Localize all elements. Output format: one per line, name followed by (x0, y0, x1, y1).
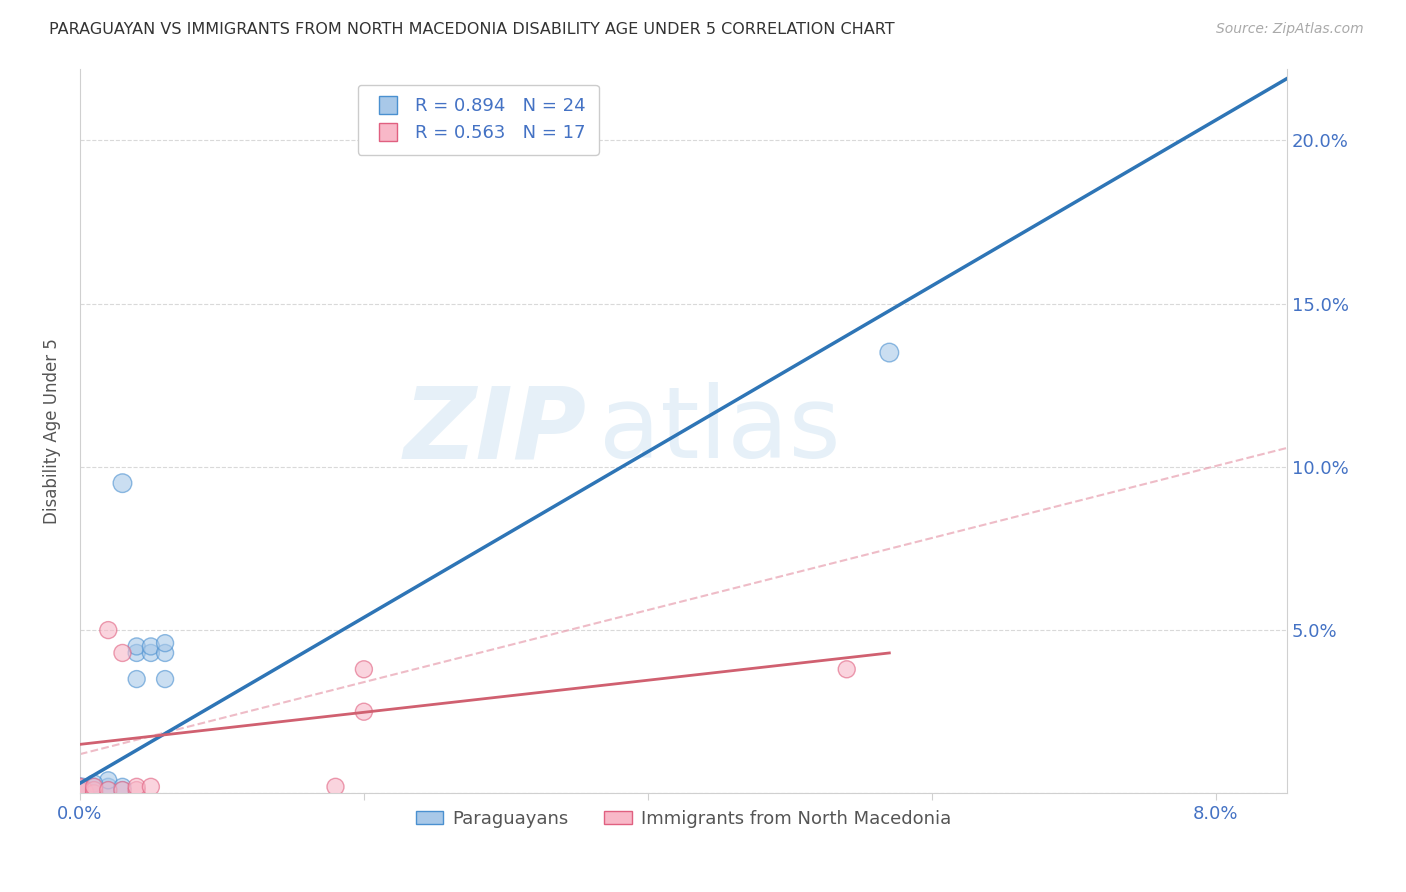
Point (139, 646, 162, 660)
Point (69, 786, 91, 800)
Point (153, 636, 176, 650)
Y-axis label: Disability Age Under 5: Disability Age Under 5 (44, 338, 60, 524)
Point (83, 783, 105, 797)
Point (111, 476, 134, 491)
Point (97, 780, 120, 794)
Text: atlas: atlas (599, 383, 841, 479)
Point (153, 672, 176, 686)
Point (83, 780, 105, 794)
Point (111, 783, 134, 797)
Point (835, 662, 858, 676)
Point (111, 783, 134, 797)
Point (325, 780, 347, 794)
Text: PARAGUAYAN VS IMMIGRANTS FROM NORTH MACEDONIA DISABILITY AGE UNDER 5 CORRELATION: PARAGUAYAN VS IMMIGRANTS FROM NORTH MACE… (49, 22, 894, 37)
Point (83, 786, 105, 800)
Point (139, 640, 162, 654)
Point (879, 345, 901, 359)
Point (111, 646, 134, 660)
Point (97, 773, 120, 788)
Point (353, 705, 375, 719)
Point (97, 623, 120, 637)
Point (125, 783, 148, 797)
Point (125, 672, 148, 686)
Point (139, 780, 162, 794)
Point (97, 783, 120, 797)
Point (83, 786, 105, 800)
Point (111, 780, 134, 794)
Point (83, 780, 105, 794)
Point (125, 780, 148, 794)
Legend: Paraguayans, Immigrants from North Macedonia: Paraguayans, Immigrants from North Maced… (409, 803, 957, 835)
Text: Source: ZipAtlas.com: Source: ZipAtlas.com (1216, 22, 1364, 37)
Point (69, 783, 91, 797)
Point (153, 646, 176, 660)
Text: ZIP: ZIP (404, 383, 586, 479)
Point (83, 783, 105, 797)
Point (69, 780, 91, 794)
Point (125, 640, 148, 654)
Point (69, 786, 91, 800)
Point (69, 783, 91, 797)
Point (353, 662, 375, 676)
Point (83, 786, 105, 800)
Point (83, 776, 105, 790)
Point (97, 783, 120, 797)
Point (125, 646, 148, 660)
Point (69, 786, 91, 800)
Point (69, 786, 91, 800)
